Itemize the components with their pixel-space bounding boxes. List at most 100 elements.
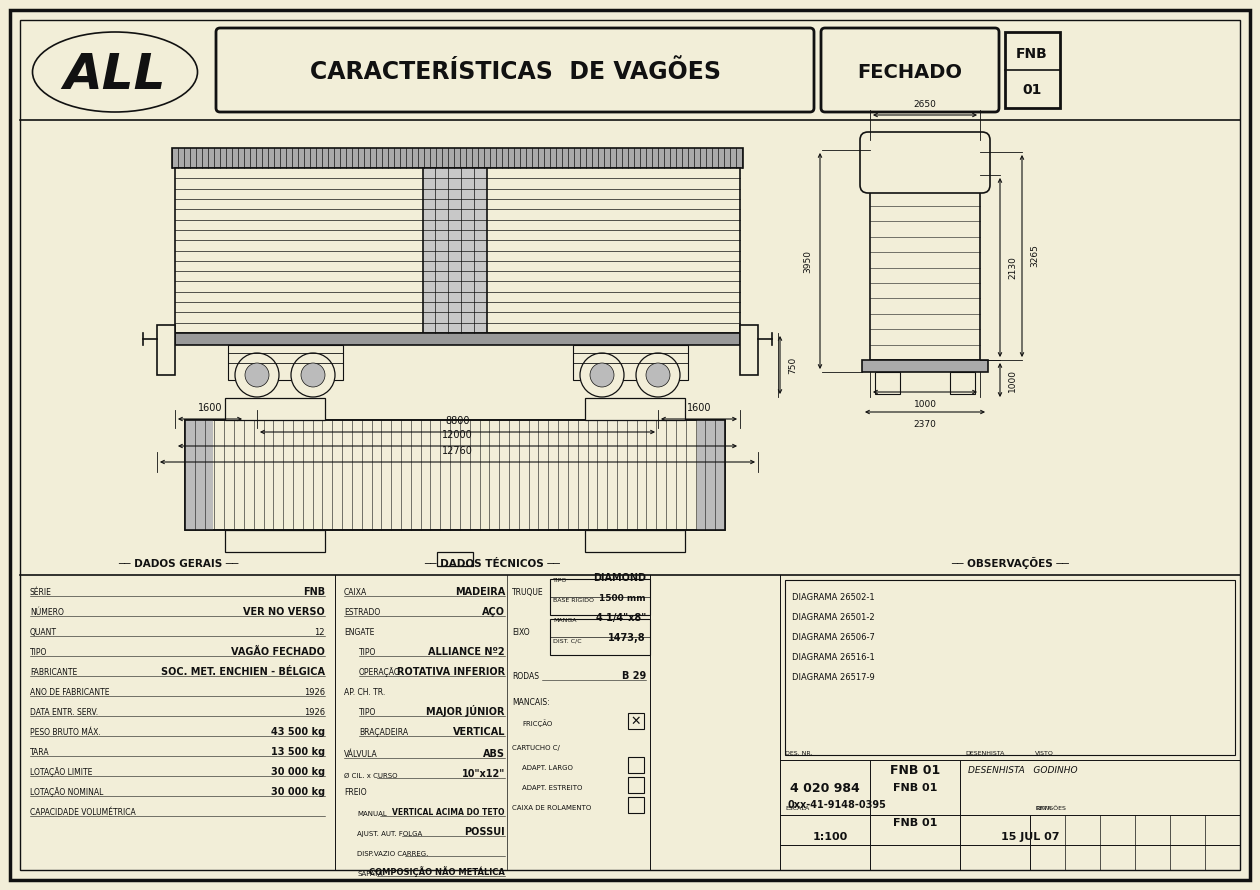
FancyBboxPatch shape [861, 132, 990, 193]
Text: DESENHISTA: DESENHISTA [965, 751, 1004, 756]
Text: TIPO: TIPO [359, 708, 377, 717]
Text: 1000: 1000 [1008, 368, 1017, 392]
Text: 1500 mm: 1500 mm [600, 594, 646, 603]
Text: VÁLVULA: VÁLVULA [344, 750, 378, 759]
Bar [551, 619, 650, 655]
Text: POSSUI: POSSUI [465, 827, 505, 837]
Text: 10"x12": 10"x12" [461, 769, 505, 779]
Bar [697, 420, 724, 530]
Text: ── DADOS TÉCNICOS ──: ── DADOS TÉCNICOS ── [425, 559, 559, 569]
Text: FNB 01: FNB 01 [893, 783, 937, 793]
Bar [585, 530, 685, 552]
Text: MANGA: MANGA [553, 618, 577, 623]
Text: NÚMERO: NÚMERO [30, 608, 64, 617]
Text: Ø CIL. x CURSO: Ø CIL. x CURSO [344, 773, 397, 779]
Text: 13 500 kg: 13 500 kg [271, 747, 325, 757]
Bar [627, 757, 644, 773]
Bar [862, 360, 988, 372]
Text: 0xx-41-9148-0395: 0xx-41-9148-0395 [788, 800, 887, 810]
Text: 12000: 12000 [442, 430, 472, 440]
Text: 1926: 1926 [304, 708, 325, 717]
Bar [573, 345, 688, 380]
Text: 30 000 kg: 30 000 kg [271, 767, 325, 777]
Text: FNB 01: FNB 01 [890, 764, 940, 776]
Text: 12760: 12760 [442, 446, 472, 456]
Text: 1000: 1000 [914, 400, 936, 409]
Bar [551, 579, 650, 615]
Text: MADEIRA: MADEIRA [455, 587, 505, 597]
Text: BASE RÍGIDO: BASE RÍGIDO [553, 598, 593, 603]
Bar [627, 797, 644, 813]
Text: DISP.VAZIO CARREG.: DISP.VAZIO CARREG. [357, 851, 428, 857]
Text: 43 500 kg: 43 500 kg [271, 727, 325, 737]
Text: FNB: FNB [1016, 47, 1048, 61]
Text: AJUST. AUT. FOLGA: AJUST. AUT. FOLGA [357, 831, 422, 837]
Text: FRICÇÃO: FRICÇÃO [522, 719, 552, 727]
Text: 30 000 kg: 30 000 kg [271, 787, 325, 797]
Bar [627, 777, 644, 793]
Text: DIST. C/C: DIST. C/C [553, 638, 582, 643]
Text: 1926: 1926 [304, 688, 325, 697]
Bar [226, 398, 325, 420]
Text: CARTUCHO C/: CARTUCHO C/ [512, 745, 559, 751]
Bar [173, 148, 743, 168]
Text: SÉRIE: SÉRIE [30, 588, 52, 597]
Text: TIPO: TIPO [359, 648, 377, 657]
Text: 15 JUL 07: 15 JUL 07 [1000, 832, 1060, 842]
Text: 2130: 2130 [1008, 256, 1017, 279]
Circle shape [636, 353, 680, 397]
Text: 3265: 3265 [1029, 245, 1039, 267]
Bar [228, 345, 343, 380]
Text: 4 020 984: 4 020 984 [790, 781, 859, 795]
Text: ENGATE: ENGATE [344, 628, 374, 637]
Text: VER NO VERSO: VER NO VERSO [243, 607, 325, 617]
Text: TRUQUE: TRUQUE [512, 588, 543, 597]
Bar [185, 420, 724, 530]
Bar [158, 325, 175, 375]
Text: COMPOSIÇÃO NÃO METÁLICA: COMPOSIÇÃO NÃO METÁLICA [369, 866, 505, 877]
FancyBboxPatch shape [215, 28, 814, 112]
Text: MAJOR JÚNIOR: MAJOR JÚNIOR [426, 705, 505, 717]
Text: MANUAL: MANUAL [357, 811, 387, 817]
Bar [585, 398, 685, 420]
FancyBboxPatch shape [822, 28, 999, 112]
Bar [869, 175, 980, 360]
Text: DESENHISTA   GODINHO: DESENHISTA GODINHO [968, 765, 1077, 774]
Bar [1005, 32, 1060, 108]
Text: 750: 750 [788, 356, 798, 374]
Text: CAIXA: CAIXA [344, 588, 367, 597]
Text: CARACTERÍSTICAS  DE VAGÕES: CARACTERÍSTICAS DE VAGÕES [310, 60, 721, 84]
Text: DIAGRAMA 26502-1: DIAGRAMA 26502-1 [793, 593, 874, 602]
Text: MANCAIS:: MANCAIS: [512, 698, 549, 707]
Circle shape [236, 353, 278, 397]
Bar [950, 372, 975, 394]
Text: 1600: 1600 [687, 403, 711, 413]
Text: ALL: ALL [64, 51, 166, 99]
Circle shape [291, 353, 335, 397]
Text: ADAPT. LARGO: ADAPT. LARGO [522, 765, 573, 771]
Text: FABRICANTE: FABRICANTE [30, 668, 77, 677]
Text: ✕: ✕ [631, 715, 641, 727]
Text: DIAGRAMA 26501-2: DIAGRAMA 26501-2 [793, 613, 874, 622]
Text: DIAGRAMA 26506-7: DIAGRAMA 26506-7 [793, 633, 874, 642]
Text: PESO BRUTO MÁX.: PESO BRUTO MÁX. [30, 728, 101, 737]
Text: CAIXA DE ROLAMENTO: CAIXA DE ROLAMENTO [512, 805, 591, 811]
Bar [175, 168, 740, 333]
Text: ADAPT. ESTREITO: ADAPT. ESTREITO [522, 785, 582, 791]
Circle shape [590, 363, 614, 387]
Text: 1473,8: 1473,8 [609, 633, 646, 643]
Text: LOTAÇÃO LIMITE: LOTAÇÃO LIMITE [30, 767, 92, 777]
Text: VISTO: VISTO [1034, 751, 1053, 756]
Text: OPERAÇÃO: OPERAÇÃO [359, 668, 401, 677]
Text: VERTICAL: VERTICAL [452, 727, 505, 737]
Text: FNB: FNB [302, 587, 325, 597]
Text: DIAGRAMA 26516-1: DIAGRAMA 26516-1 [793, 653, 874, 662]
Text: 2650: 2650 [914, 100, 936, 109]
Bar [785, 580, 1235, 755]
Text: BRAÇADEIRA: BRAÇADEIRA [359, 728, 408, 737]
Text: 8800: 8800 [445, 416, 470, 426]
Bar [627, 713, 644, 729]
Text: FECHADO: FECHADO [858, 62, 963, 82]
Text: VAGÃO FECHADO: VAGÃO FECHADO [231, 647, 325, 657]
Text: B 29: B 29 [621, 671, 646, 681]
